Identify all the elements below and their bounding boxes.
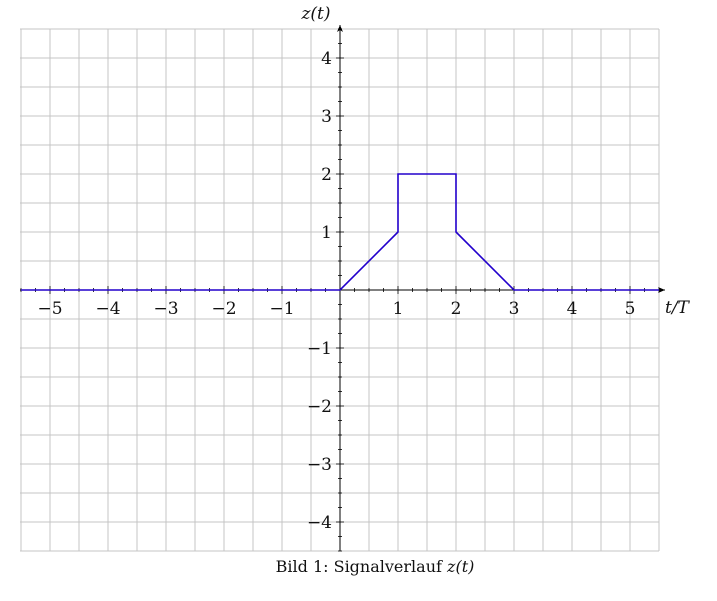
x-tick-label: −1	[269, 299, 294, 319]
x-axis-arrow-icon	[658, 287, 665, 293]
x-tick-label: 4	[567, 299, 578, 319]
signal-line	[21, 173, 659, 291]
signal-chart: −5 −4 −3 −2 −1 1 2 3 4 5 −4 −3 −2 −1 1 2 3 4 t/T z(t)	[20, 4, 691, 552]
y-tick-label: −4	[307, 513, 332, 533]
y-tick-label: −2	[307, 397, 332, 417]
x-tick-label: −4	[95, 299, 120, 319]
y-axis-label: z(t)	[300, 4, 330, 24]
x-tick-label: 2	[451, 299, 462, 319]
x-tick-label: 3	[509, 299, 520, 319]
figure-caption: Bild 1: Signalverlauf z(t)	[0, 557, 717, 576]
x-tick-label: 1	[393, 299, 404, 319]
x-axis-label: t/T	[665, 298, 691, 318]
y-tick-label: 1	[321, 223, 332, 243]
y-tick-label: 2	[321, 165, 332, 185]
x-tick-label: −3	[153, 299, 178, 319]
y-tick-label: −3	[307, 455, 332, 475]
y-tick-label: 3	[321, 107, 332, 127]
x-tick-label: −2	[211, 299, 236, 319]
y-axis-arrow-icon	[337, 25, 343, 32]
x-tick-label: −5	[37, 299, 62, 319]
caption-math: z(t)	[447, 557, 475, 576]
caption-prefix: Bild 1: Signalverlauf	[275, 557, 448, 576]
y-tick-label: 4	[321, 49, 332, 69]
x-tick-label: 5	[625, 299, 636, 319]
y-tick-label: −1	[307, 339, 332, 359]
